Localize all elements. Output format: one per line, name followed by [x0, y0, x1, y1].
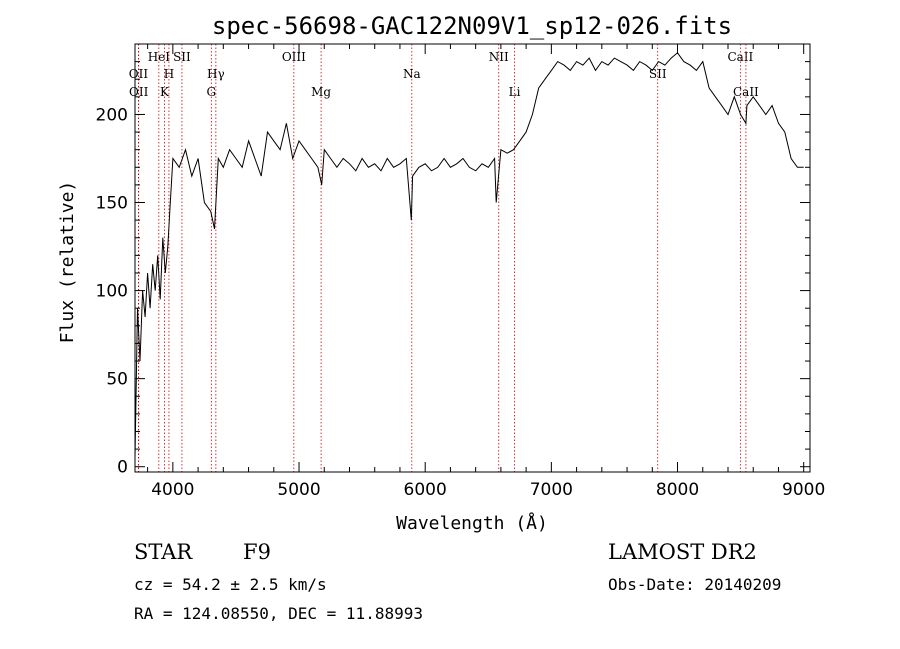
- marker-label-1: OII: [129, 85, 149, 99]
- y-tick-label: 0: [117, 458, 128, 478]
- marker-label-15: CaII: [733, 85, 759, 99]
- plot-frame: [134, 43, 811, 473]
- y-tick-label: 200: [96, 105, 128, 125]
- marker-label-0: OII: [129, 67, 149, 81]
- x-tick-label: 9000: [782, 480, 825, 500]
- marker-label-2: HeI: [148, 50, 171, 64]
- marker-label-12: Li: [509, 85, 521, 99]
- axes: 4000 5000 6000 7000 8000 9000 0 50 100 150 200: [96, 44, 825, 500]
- x-tick-label: 7000: [530, 480, 573, 500]
- spectrum-line: [134, 52, 804, 458]
- marker-label-13: SII: [649, 67, 667, 81]
- marker-label-5: SII: [173, 50, 191, 64]
- marker-label-9: Mg: [311, 85, 331, 99]
- chart-title: spec-56698-GAC122N09V1_sp12-026.fits: [212, 12, 732, 40]
- line-markers: OII OII HeI HK SII Hγ G OIII Mg Na NII Li SII CaII CaI…: [129, 44, 759, 472]
- marker-label-7: G: [207, 85, 217, 99]
- y-tick-label: 100: [96, 282, 128, 302]
- survey-name: LAMOST DR2: [608, 540, 757, 564]
- y-tick-label: 150: [96, 194, 128, 214]
- redshift-cz: cz = 54.2 ± 2.5 km/s: [134, 575, 327, 594]
- object-class: STAR: [134, 540, 193, 564]
- y-axis-label: Flux (relative): [57, 181, 78, 344]
- x-tick-label: 6000: [404, 480, 447, 500]
- marker-label-14: CaII: [727, 50, 753, 64]
- marker-label-10: Na: [403, 67, 421, 81]
- marker-label-4: K: [160, 85, 170, 99]
- x-tick-label: 4000: [151, 480, 194, 500]
- marker-label-8: OIII: [282, 50, 306, 64]
- obs-date: Obs-Date: 20140209: [608, 575, 782, 594]
- subclass: F9: [243, 540, 271, 564]
- x-tick-label: 8000: [656, 480, 699, 500]
- marker-label-6: Hγ: [207, 67, 225, 81]
- marker-label-11: NII: [489, 50, 509, 64]
- y-tick-label: 50: [106, 370, 128, 390]
- x-axis-label: Wavelength (Å): [396, 512, 548, 534]
- coordinates: RA = 124.08550, DEC = 11.88993: [134, 604, 423, 623]
- marker-label-3: H: [164, 67, 174, 81]
- x-tick-label: 5000: [277, 480, 320, 500]
